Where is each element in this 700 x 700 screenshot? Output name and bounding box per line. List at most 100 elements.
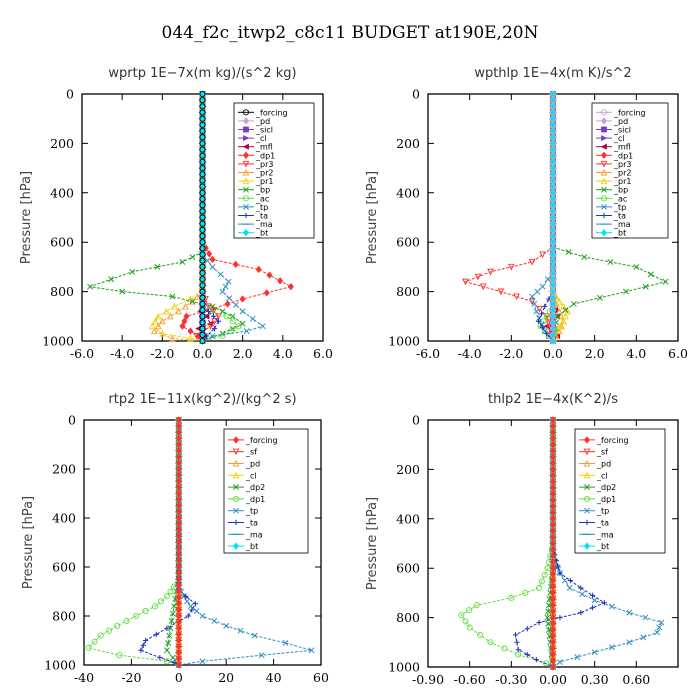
data-point: [549, 115, 557, 122]
data-point: [209, 255, 216, 264]
data-point: [497, 288, 505, 296]
legend-entry: _forcing: [596, 108, 646, 117]
legend-entry: _sf: [228, 448, 257, 457]
data-point: [193, 608, 200, 615]
data-point: [108, 276, 115, 283]
data-point: [159, 317, 166, 325]
data-point: [199, 134, 206, 141]
data-point: [210, 308, 217, 315]
y-tick-label: 600: [50, 235, 74, 250]
data-point: [171, 659, 177, 666]
data-point: [199, 177, 206, 184]
data-point: [199, 103, 206, 110]
legend-marker: [242, 168, 250, 176]
legend-label: _forcing: [245, 436, 278, 445]
data-point: [163, 658, 170, 665]
legend-marker: [601, 229, 607, 237]
data-point: [239, 308, 246, 315]
y-tick-label: 800: [396, 284, 420, 299]
legend-label: _pd: [613, 117, 628, 126]
data-point: [192, 601, 198, 607]
legend-marker: [601, 117, 607, 125]
data-point: [549, 245, 557, 252]
data-point: [549, 319, 557, 326]
data-point: [549, 337, 557, 345]
data-point: [549, 171, 557, 178]
legend-entry: _forcing: [238, 108, 288, 117]
legend-label: _sicl: [255, 126, 273, 135]
data-point: [533, 656, 539, 663]
legend-entry: _cl: [579, 471, 608, 480]
y-tick-label: 800: [52, 609, 76, 624]
x-tick-label: 0.60: [622, 672, 650, 687]
data-point: [609, 644, 615, 651]
legend-label: _dp1: [245, 495, 265, 504]
legend-entry: _ma: [228, 530, 263, 539]
data-point: [562, 312, 569, 320]
legend-marker: [242, 195, 250, 202]
data-point: [543, 660, 550, 667]
data-point: [199, 97, 206, 104]
data-point: [566, 585, 573, 591]
legend-marker: [583, 459, 591, 467]
data-point: [535, 318, 542, 324]
legend-label: _mfl: [613, 143, 631, 152]
data-point: [549, 300, 557, 308]
data-point: [462, 618, 469, 625]
data-point: [189, 254, 196, 260]
x-tick-label: 0.0: [193, 346, 213, 361]
legend-label: _pr3: [255, 160, 273, 169]
legend-box: [574, 428, 666, 554]
series-dp1: [458, 416, 557, 671]
data-point: [550, 337, 556, 345]
data-point: [199, 232, 206, 240]
data-point: [543, 313, 550, 320]
data-point: [514, 639, 520, 645]
y-tick-label: 400: [396, 511, 420, 526]
data-point: [565, 249, 572, 256]
data-point: [549, 220, 557, 227]
legend-label: _dp2: [596, 483, 616, 492]
data-point: [538, 578, 545, 585]
data-point: [553, 327, 561, 335]
data-point: [167, 588, 174, 595]
data-point: [549, 146, 557, 153]
data-point: [249, 315, 256, 322]
legend-label: _pd: [255, 117, 270, 126]
data-point: [512, 632, 519, 638]
data-point: [633, 263, 640, 270]
data-point: [642, 614, 649, 621]
legend-entry: _pd: [238, 117, 270, 126]
x-tick-label: -0.90: [412, 672, 444, 687]
legend-label: _sf: [245, 448, 257, 457]
data-point: [151, 317, 159, 325]
data-point: [169, 293, 176, 300]
data-point: [163, 647, 170, 654]
data-point: [199, 127, 206, 135]
legend-entry: _bt: [238, 229, 268, 238]
data-point: [199, 313, 206, 320]
legend-marker: [233, 436, 239, 444]
data-point: [529, 293, 536, 300]
legend-entry: _ta: [238, 212, 268, 221]
legend-marker: [243, 212, 249, 219]
data-point: [541, 571, 548, 578]
legend-label: _pd: [596, 460, 611, 469]
zero-profile-overlay: [549, 90, 557, 345]
data-point: [626, 639, 633, 646]
data-point: [199, 121, 206, 128]
panel-1: wprtp 1E−7x(m kg)/(s^2 kg) Pressure [hPa]…: [19, 66, 333, 361]
panel-title: thlp2 1E−4x(K^2)/s: [488, 392, 618, 407]
x-tick-label: 40: [266, 670, 282, 685]
series-pr2: [150, 90, 206, 345]
legend-marker: [233, 507, 239, 514]
data-point: [536, 619, 542, 626]
data-point: [233, 301, 239, 308]
legend-label: _cl: [613, 134, 625, 143]
legend-label: _pr2: [613, 169, 631, 178]
data-point: [159, 329, 166, 337]
legend-label: _pd: [245, 460, 260, 469]
legend-entry: _dp2: [228, 483, 265, 492]
legend-entry: _bt: [596, 229, 626, 238]
legend-marker: [601, 135, 608, 142]
